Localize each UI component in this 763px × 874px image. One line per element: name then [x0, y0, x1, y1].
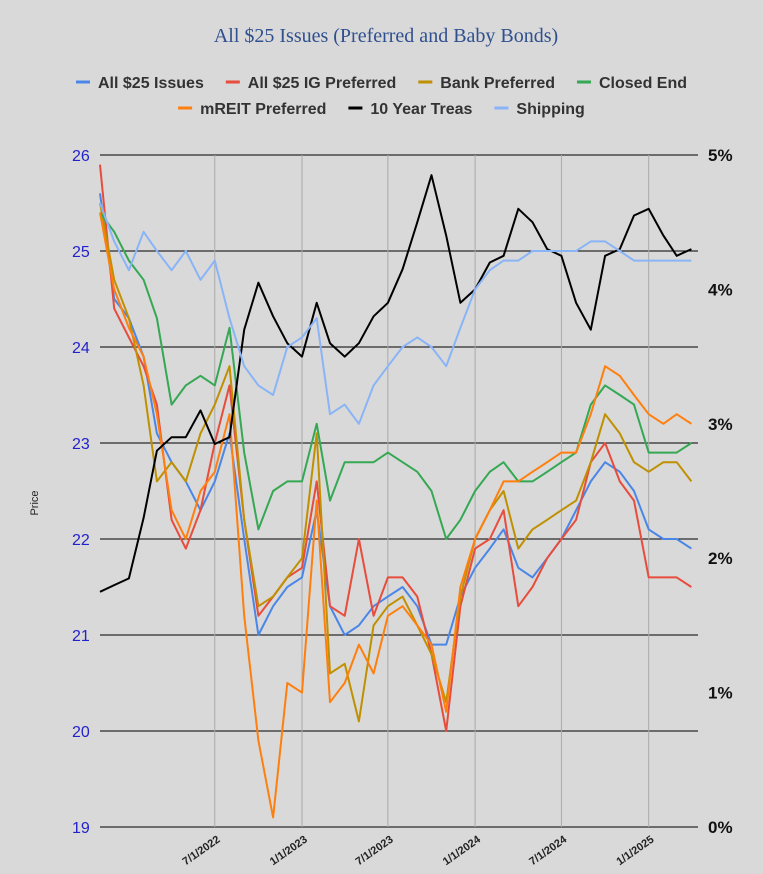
y-tick-left: 26: [72, 148, 90, 165]
x-tick-label: 1/1/2023: [268, 834, 310, 868]
series-lines: [99, 164, 693, 819]
series-line-bank-preferred: [99, 202, 693, 723]
x-tick-label: 1/1/2025: [614, 834, 656, 868]
x-tick-label: 1/1/2024: [441, 833, 484, 868]
legend-item-closed-end: Closed End: [577, 75, 687, 92]
legend-label: mREIT Preferred: [200, 101, 326, 118]
y-axis-left-ticks: 19 20 21 22 23 24 25 26: [72, 148, 90, 837]
y-tick-left: 20: [72, 724, 90, 741]
legend-item-bank-preferred: Bank Preferred: [418, 75, 555, 92]
y-tick-left: 24: [72, 340, 90, 357]
x-tick-label: 7/1/2023: [354, 834, 396, 868]
y-tick-left: 21: [72, 628, 90, 645]
y-tick-left: 25: [72, 244, 90, 261]
legend-label: 10 Year Treas: [370, 101, 472, 118]
y-tick-right: 2%: [708, 549, 733, 568]
y-axis-right-ticks: 0% 1% 2% 3% 4% 5%: [708, 146, 733, 837]
y-tick-left: 23: [72, 436, 90, 453]
chart-title: All $25 Issues (Preferred and Baby Bonds…: [214, 25, 558, 47]
y-tick-left: 22: [72, 532, 90, 549]
legend-item-10-year-treas: 10 Year Treas: [348, 101, 473, 118]
series-line-shipping: [99, 202, 692, 425]
series-line-mreit-preferred: [99, 212, 692, 819]
legend-item-shipping: Shipping: [494, 101, 585, 118]
legend-label: Shipping: [516, 101, 584, 118]
legend-label: Bank Preferred: [440, 75, 555, 92]
legend-item-mreit-preferred: mREIT Preferred: [178, 101, 326, 118]
y-tick-left: 19: [72, 820, 90, 837]
y-tick-right: 1%: [708, 684, 733, 703]
series-line-all-25-issues: [99, 193, 692, 646]
legend-label: All $25 Issues: [98, 75, 204, 92]
gridlines: [100, 154, 698, 828]
x-tick-label: 7/1/2024: [527, 833, 570, 868]
y-tick-right: 4%: [708, 280, 733, 299]
series-line-10-year-treas: [99, 174, 692, 593]
legend: All $25 Issues All $25 IG Preferred Bank P…: [76, 75, 687, 118]
series-line-closed-end: [99, 212, 692, 540]
legend-label: All $25 IG Preferred: [248, 75, 397, 92]
legend-item-all-25-issues: All $25 Issues: [76, 75, 204, 92]
x-axis-ticks: 7/1/2022 1/1/2023 7/1/2023 1/1/2024 7/1/2024…: [181, 833, 657, 868]
x-tick-label: 7/1/2022: [181, 834, 223, 868]
series-line-all-25-ig-preferred: [99, 164, 692, 732]
legend-item-all-25-ig-preferred: All $25 IG Preferred: [225, 75, 397, 92]
y-tick-right: 0%: [708, 818, 733, 837]
legend-label: Closed End: [599, 75, 687, 92]
y-tick-right: 3%: [708, 415, 733, 434]
y-axis-label: Price: [29, 490, 41, 515]
y-tick-right: 5%: [708, 146, 733, 165]
